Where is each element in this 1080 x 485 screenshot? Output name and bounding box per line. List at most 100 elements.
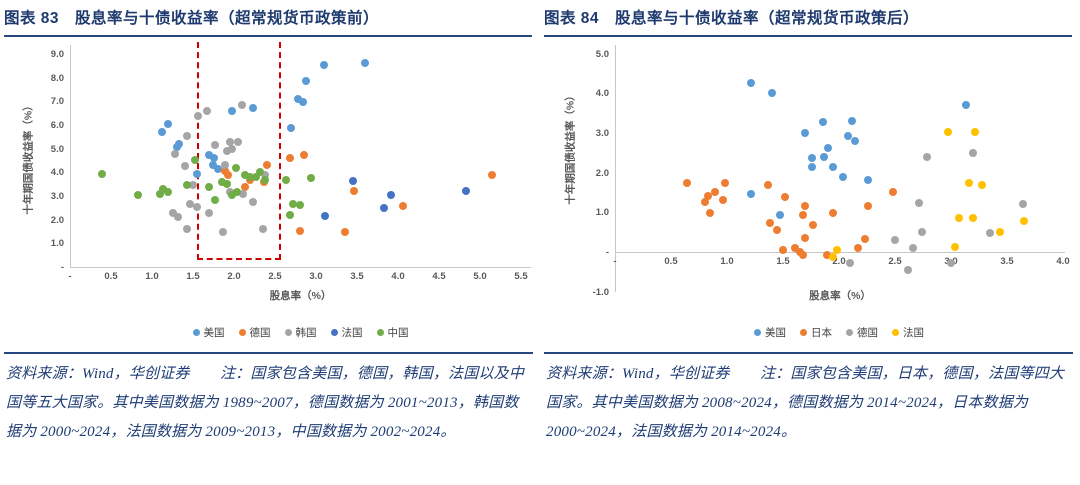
data-point xyxy=(718,195,727,204)
data-point xyxy=(809,221,818,229)
y-tick-label: 3.0 xyxy=(50,190,64,202)
axis-title-x: 股息率（%） xyxy=(809,290,871,302)
axis-title-x: 股息率（%） xyxy=(269,290,332,302)
data-point xyxy=(340,227,349,236)
legend-label: 德国 xyxy=(249,327,271,339)
data-point xyxy=(246,173,255,182)
scatter-chart-after-policy: 5.04.03.02.01.0--1.0-0.51.01.52.02.53.03… xyxy=(540,0,1080,350)
data-point xyxy=(820,152,829,161)
data-point xyxy=(225,138,234,147)
data-point xyxy=(233,188,242,197)
data-point xyxy=(219,227,228,236)
data-point xyxy=(231,163,240,172)
x-tick-label: 3.0 xyxy=(309,271,323,282)
y-tick-label: 8.0 xyxy=(50,72,64,84)
legend-label: 法国 xyxy=(341,327,363,339)
data-point xyxy=(801,234,810,243)
y-axis-line xyxy=(70,45,71,267)
panel-figure-84: 图表 84 股息率与十债收益率（超常规货币政策后） 5.0 4.0 3.0 2.0 1.… xyxy=(540,0,1080,485)
data-point xyxy=(261,175,270,184)
data-point xyxy=(706,209,715,218)
data-point xyxy=(829,163,838,172)
axis-title-y: 十年期国债收益率（%） xyxy=(22,100,35,215)
x-tick-label: 2.5 xyxy=(268,271,282,282)
data-point xyxy=(843,132,852,141)
data-point xyxy=(703,192,712,201)
data-point xyxy=(210,153,219,162)
data-point xyxy=(164,119,173,128)
x-tick-label: 1.0 xyxy=(145,271,159,282)
data-point xyxy=(720,178,729,187)
x-axis-line xyxy=(70,267,531,268)
data-point xyxy=(765,219,774,228)
data-point xyxy=(262,161,271,170)
legend-item: 日本 xyxy=(800,325,832,340)
data-point xyxy=(302,77,311,86)
data-point xyxy=(1019,217,1028,226)
data-point xyxy=(134,191,143,200)
data-point xyxy=(289,200,298,209)
data-point xyxy=(193,203,202,212)
y-tick-label: - xyxy=(605,247,609,258)
data-point xyxy=(349,187,358,196)
data-point xyxy=(158,184,167,193)
legend-item: 法国 xyxy=(892,325,924,340)
data-point xyxy=(781,192,790,201)
data-point xyxy=(164,188,173,197)
y-tick-label: 6.0 xyxy=(50,119,64,131)
data-point xyxy=(808,163,817,172)
data-point xyxy=(228,191,237,200)
legend-label: 德国 xyxy=(857,327,878,339)
y-axis-line xyxy=(615,45,616,292)
data-point xyxy=(238,100,247,109)
data-point xyxy=(779,246,787,254)
data-point xyxy=(157,128,166,137)
data-point xyxy=(380,203,389,212)
data-point xyxy=(175,140,184,149)
data-point xyxy=(978,180,987,189)
data-point xyxy=(823,143,832,152)
data-point xyxy=(462,186,471,195)
figure-83-source-note: 资料来源：Wind，华创证券 注：国家包含美国，德国，韩国，法国以及中国等五大国… xyxy=(6,366,525,440)
data-point xyxy=(398,202,407,211)
data-point xyxy=(320,60,329,69)
x-tick-label: 4.0 xyxy=(1056,256,1070,267)
data-point xyxy=(799,251,808,260)
y-tick-label: 2.0 xyxy=(595,167,609,179)
x-tick-label: 1.0 xyxy=(720,256,734,267)
legend-label: 美国 xyxy=(765,327,786,339)
data-point xyxy=(864,176,873,185)
data-point xyxy=(180,162,189,171)
data-point xyxy=(891,236,899,245)
data-point xyxy=(791,244,800,253)
data-point xyxy=(700,197,709,206)
data-point xyxy=(801,128,810,137)
data-point xyxy=(220,167,229,176)
legend-item: 中国 xyxy=(376,325,409,340)
data-point xyxy=(183,225,192,234)
data-point xyxy=(285,210,294,219)
y-tick-label: -1.0 xyxy=(592,286,609,298)
data-point xyxy=(908,244,917,253)
y-tick-label: 5.0 xyxy=(50,143,64,155)
data-point xyxy=(746,190,755,199)
y-tick-label: 4.0 xyxy=(50,167,64,179)
data-point xyxy=(208,161,217,170)
note-divider xyxy=(544,352,1073,354)
data-point xyxy=(299,151,308,160)
data-point xyxy=(799,211,808,220)
data-point xyxy=(213,164,222,173)
data-point xyxy=(296,200,305,209)
legend-item: 美国 xyxy=(192,325,225,340)
data-point xyxy=(234,138,243,147)
x-tick-label: 4.5 xyxy=(432,271,446,282)
x-tick-label: 2.0 xyxy=(832,256,846,267)
x-tick-label: 0.5 xyxy=(104,271,118,282)
y-tick-label: 2.0 xyxy=(50,214,64,226)
data-point xyxy=(174,213,183,222)
figure-84-source-note: 资料来源：Wind，华创证券 注：国家包含美国，日本，德国，法国等四大国家。其中… xyxy=(546,366,1065,440)
x-tick-label: 1.5 xyxy=(186,271,200,282)
data-point xyxy=(211,141,220,150)
legend-label: 日本 xyxy=(811,327,832,339)
data-point xyxy=(224,171,233,180)
